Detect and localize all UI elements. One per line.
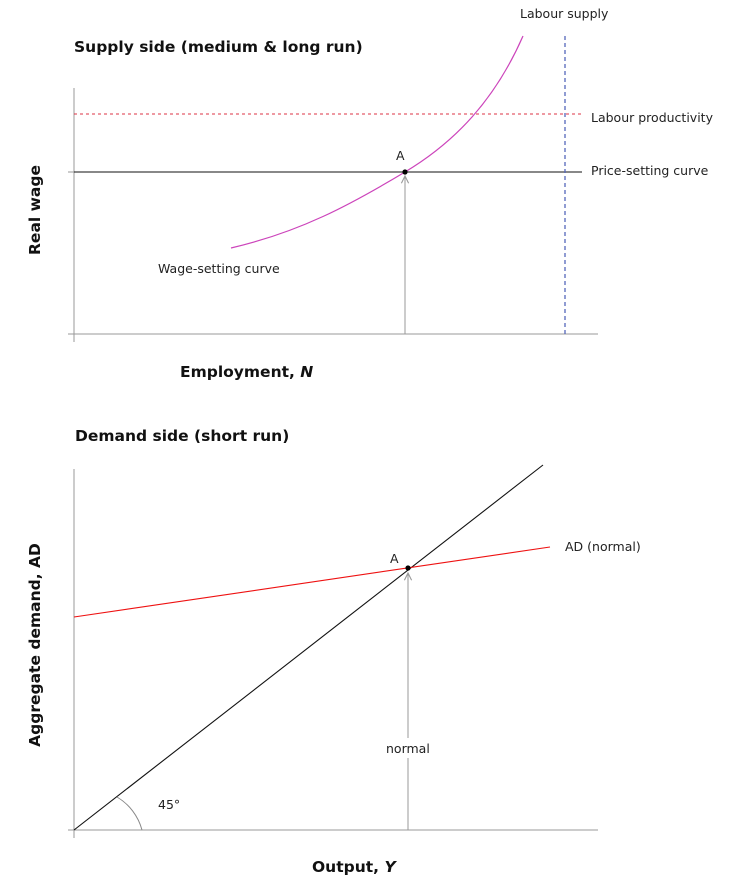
angle-arc [116, 796, 143, 831]
labour-productivity-label: Labour productivity [591, 110, 714, 125]
wage-setting-label: Wage-setting curve [158, 261, 280, 276]
forty-five-degree-line [73, 464, 544, 831]
demand-point-a [405, 565, 411, 571]
normal-label: normal [386, 741, 430, 756]
supply-point-a-label: A [396, 148, 405, 163]
wage-setting-curve [230, 35, 524, 249]
labour-supply-label: Labour supply [520, 6, 609, 21]
supply-title: Supply side (medium & long run) [74, 38, 363, 56]
ad-line [73, 546, 551, 618]
demand-x-axis-label: Output, Y [312, 858, 397, 876]
demand-point-a-label: A [390, 551, 399, 566]
normal-label-bg [380, 738, 436, 758]
price-setting-label: Price-setting curve [591, 163, 709, 178]
angle-label: 45° [158, 797, 180, 812]
demand-y-axis-label: Aggregate demand, AD [26, 543, 44, 747]
supply-x-axis-label: Employment, N [180, 363, 313, 381]
ad-label: AD (normal) [565, 539, 641, 554]
supply-point-a [402, 169, 408, 175]
demand-panel: Demand side (short run) 45° AD (normal) … [26, 427, 641, 876]
demand-title: Demand side (short run) [75, 427, 289, 445]
supply-panel: Supply side (medium & long run) Labour p… [26, 6, 714, 381]
supply-y-axis-label: Real wage [26, 165, 44, 255]
